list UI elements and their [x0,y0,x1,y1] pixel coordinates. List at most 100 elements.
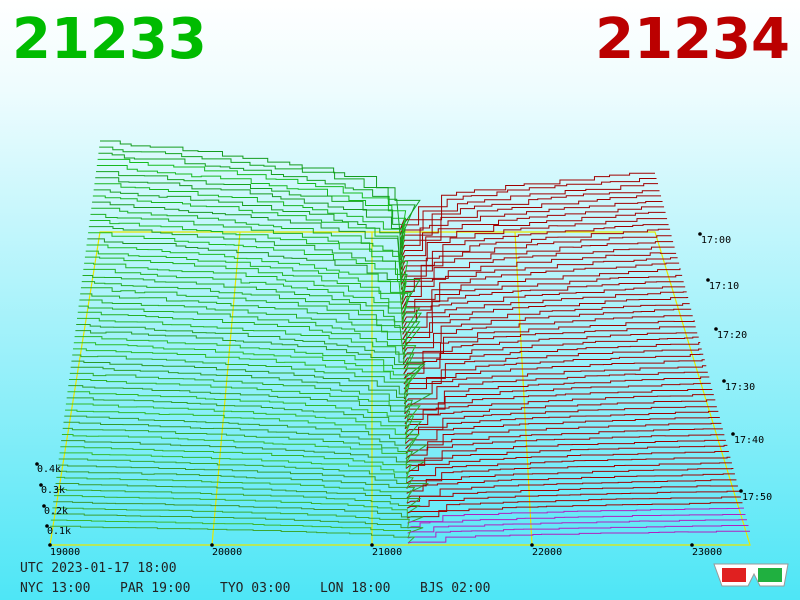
ask-line [403,342,701,380]
tick-dot [42,504,46,508]
tick-dot [35,462,39,466]
bid-line [65,403,408,444]
bid-line [70,366,407,414]
ask-line [405,444,728,469]
ask-line [404,399,716,430]
bid-line [71,360,433,410]
bid-line [80,293,404,355]
ask-line [399,172,655,231]
ask-line [402,320,695,360]
utc-time: UTC 2023-01-17 18:00 [20,561,177,576]
bid-line [66,397,423,440]
zone-time: TYO 03:00 [220,581,290,596]
ask-line [402,308,692,350]
ask-line [407,513,746,529]
bid-line [82,275,423,340]
tick-dot [370,543,374,547]
bid-line [92,195,402,275]
bid-line [89,219,409,295]
ask-line [400,228,671,280]
tick-dot [530,543,534,547]
ask-line [406,473,735,494]
bid-line [85,250,412,320]
tick-dot [39,483,43,487]
ask-line [406,479,737,499]
time-label: 17:40 [734,435,764,446]
ask-line [403,359,705,395]
ask-line [400,224,669,275]
bid-line [69,372,413,419]
bid-line [77,311,417,370]
zone-time: BJS 02:00 [420,581,490,596]
bid-line [91,207,405,285]
ask-line [404,406,717,435]
price-label: 20000 [212,547,242,558]
ask-line [405,450,729,474]
bid-line [84,256,409,325]
bid-line [50,519,412,539]
tick-dot [714,327,718,331]
depth-label: 0.1k [47,526,71,537]
bid-line [79,299,409,360]
bid-line [54,489,421,514]
bid-line [96,171,404,255]
time-label: 17:10 [709,281,739,292]
bid-line [55,482,422,509]
ask-line [405,439,726,464]
bid-line [64,415,417,454]
bid-line [72,354,411,405]
ask-line [401,268,681,315]
bid-line [100,140,421,231]
bid-line [99,146,401,236]
bid-line [69,378,421,425]
ask-line [407,519,747,534]
tick-dot [48,543,52,547]
bid-line [60,446,412,479]
ask-line [406,490,740,509]
bid-line [57,470,416,499]
bid-line [61,434,408,469]
ask-line [399,190,660,246]
ask-line [401,241,674,290]
ask-line [401,246,675,295]
ask-line [405,428,723,454]
ask-line [407,496,741,514]
ask-line [403,365,707,400]
ask-line [401,274,683,320]
ask-line [404,410,719,440]
ask-line [401,262,680,310]
bid-line [96,164,407,250]
time-label: 17:50 [742,492,772,503]
bid-line [80,287,422,350]
bid-line [65,409,421,449]
ask-line [402,297,689,340]
bid-line [76,317,415,375]
bid-line [67,391,415,434]
tick-dot [731,432,735,436]
ask-line [399,183,659,241]
bid-line [52,507,410,529]
bid-line [88,232,407,305]
ask-line [406,468,734,489]
zone-time: PAR 19:00 [120,581,190,596]
bid-line [63,421,429,459]
price-label: 19000 [50,547,80,558]
bid-line [57,464,429,494]
tick-dot [739,489,743,493]
ask-line [401,281,684,325]
bid-line [94,183,406,265]
ask-line [402,286,686,330]
ask-line [405,422,722,449]
bid-line [50,525,416,544]
ask-line [401,257,678,305]
bid-line [92,201,402,280]
price-label: 21000 [372,547,402,558]
bid-line [98,152,416,241]
bid-line [58,458,414,489]
bid-price: 21233 [12,7,207,72]
ask-line [403,336,699,375]
ask-line [400,218,668,270]
bid-line [61,440,426,474]
